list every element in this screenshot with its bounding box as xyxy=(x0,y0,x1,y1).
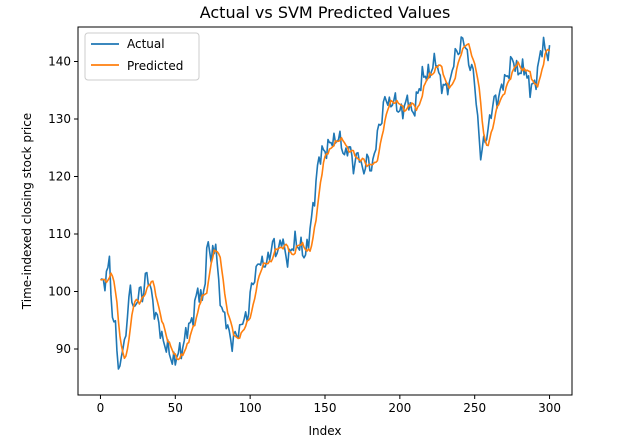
x-tick-label: 200 xyxy=(388,401,411,415)
x-axis-label: Index xyxy=(308,424,341,438)
plot-area xyxy=(77,26,573,396)
legend-label-predicted: Predicted xyxy=(127,59,183,73)
x-tick-label: 250 xyxy=(463,401,486,415)
x-tick-label: 0 xyxy=(97,401,105,415)
x-tick-label: 100 xyxy=(239,401,262,415)
x-tick-label: 300 xyxy=(538,401,561,415)
series-line-actual xyxy=(100,36,551,370)
legend: Actual Predicted xyxy=(84,32,200,81)
x-tick-label: 50 xyxy=(168,401,183,415)
series-layer xyxy=(100,36,551,370)
chart-title: Actual vs SVM Predicted Values xyxy=(200,3,451,22)
y-tick-label: 140 xyxy=(48,55,71,69)
x-tick-label: 150 xyxy=(314,401,337,415)
y-axis: 90 100 110 120 130 140 xyxy=(48,55,78,356)
y-axis-label: Time-indexed closing stock price xyxy=(20,113,34,310)
y-tick-label: 130 xyxy=(48,112,71,126)
y-tick-label: 100 xyxy=(48,285,71,299)
y-tick-label: 120 xyxy=(48,170,71,184)
legend-label-actual: Actual xyxy=(127,37,165,51)
y-tick-label: 110 xyxy=(48,227,71,241)
x-axis: 0 50 100 150 200 250 300 xyxy=(97,395,561,415)
y-tick-label: 90 xyxy=(56,342,71,356)
series-line-predicted xyxy=(100,42,551,361)
